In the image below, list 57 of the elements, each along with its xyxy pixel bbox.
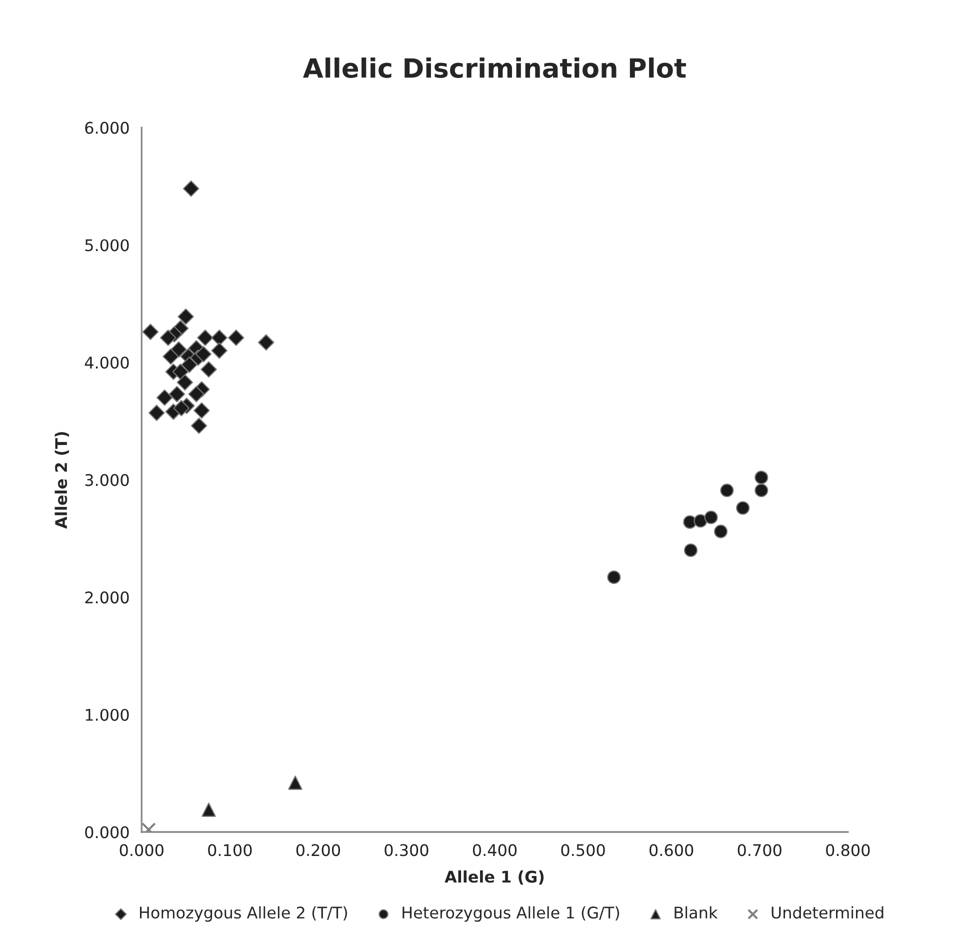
x-tick-label: 0.800 (826, 844, 870, 856)
point (168, 386, 186, 402)
y-tick-label: 4.000 (84, 356, 129, 369)
x-tick-label: 0.200 (296, 844, 340, 856)
x-axis-title: Allele 1 (G) (444, 870, 544, 885)
y-tick-label: 1.000 (86, 708, 129, 721)
point (170, 341, 187, 358)
point (211, 342, 228, 359)
point (736, 501, 750, 515)
legend-label: Homozygous Allele 2 (T/T) (140, 906, 347, 922)
y-tick-label: 6.000 (85, 122, 129, 134)
point (754, 484, 768, 498)
point (173, 400, 190, 416)
y-tick-label: 0.000 (85, 826, 129, 838)
x-tick-label: 0.700 (738, 844, 782, 856)
point (194, 402, 210, 419)
point (181, 356, 198, 373)
point (714, 524, 728, 538)
x-tick-label: 0.100 (208, 844, 252, 856)
x-tick-label: 0.500 (561, 844, 605, 856)
point (160, 330, 176, 346)
point (172, 364, 189, 380)
legend-label: Blank (674, 906, 718, 919)
point (607, 570, 621, 584)
point (288, 776, 302, 790)
legend-label: Heterozygous Allele 1 (G/T) (402, 906, 620, 922)
point (162, 348, 179, 365)
point (176, 374, 194, 391)
point (148, 404, 165, 422)
point (200, 361, 217, 378)
x-tick-label: 0.600 (650, 844, 694, 856)
point (178, 308, 194, 325)
y-axis-title: Allele 2 (T) (54, 432, 69, 529)
point (182, 180, 200, 197)
chart-title: Allelic Discrimination Plot (303, 58, 686, 78)
point (142, 324, 159, 340)
y-tick-label: 2.000 (85, 591, 129, 604)
x-tick-label: 0.400 (472, 844, 517, 856)
point (202, 802, 216, 817)
point (188, 386, 205, 402)
point (258, 334, 274, 351)
point (684, 543, 698, 557)
point (190, 418, 208, 434)
y-tick-label: 5.000 (85, 239, 129, 252)
y-tick-label: 3.000 (85, 474, 129, 486)
point (754, 470, 768, 484)
point (211, 330, 228, 346)
point (704, 510, 718, 524)
point (156, 389, 173, 406)
x-tick-label: 0.300 (384, 844, 428, 856)
point (197, 330, 214, 346)
legend-label: Undetermined (772, 906, 884, 919)
point (195, 346, 212, 362)
point (228, 330, 244, 346)
x-tick-label: 0.000 (120, 844, 164, 856)
point (694, 514, 708, 528)
point (720, 484, 734, 498)
